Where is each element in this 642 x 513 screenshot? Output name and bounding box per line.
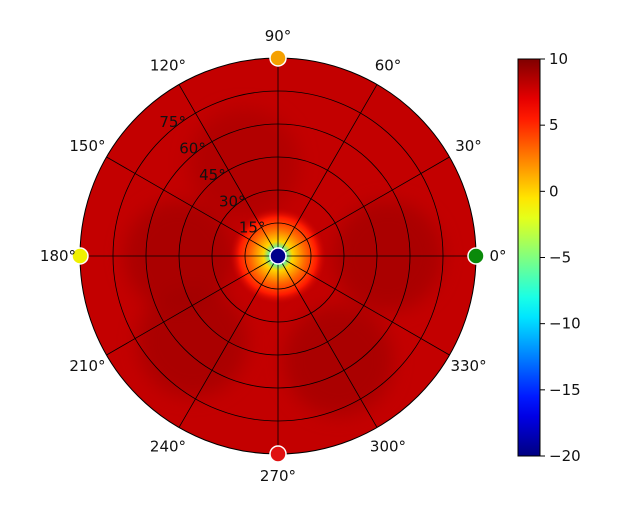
angle-tick-label: 240°	[150, 438, 186, 456]
angle-tick-label: 330°	[450, 357, 486, 375]
marker-west	[71, 247, 89, 265]
colorbar-ticks: 10 5 0 −5 −10 −15 −20	[540, 50, 581, 465]
data-markers	[71, 49, 485, 463]
colorbar: 10 5 0 −5 −10 −15 −20	[517, 50, 581, 465]
colorbar-tick-label: 10	[549, 50, 568, 68]
angle-tick-label: 30°	[455, 137, 482, 155]
grid-spoke-150	[106, 156, 279, 257]
grid-spoke-30	[277, 156, 450, 257]
grid-spoke-210	[106, 255, 279, 356]
colorbar-bar	[517, 58, 541, 457]
angle-tick-label: 120°	[150, 56, 186, 74]
grid-spoke-300	[277, 255, 378, 428]
angle-tick-label: 0°	[489, 247, 506, 265]
grid-spoke-120	[178, 84, 279, 257]
plot-area: 0° 30° 60° 90° 120° 150° 180° 210° 240° 270° 300° 3…	[40, 27, 507, 485]
radius-tick-label: 15°	[239, 219, 266, 237]
angle-tick-label: 270°	[260, 467, 296, 485]
colorbar-tick-label: 0	[549, 182, 559, 200]
colorbar-tick-label: −5	[549, 249, 571, 267]
angle-tick-label: 180°	[40, 247, 76, 265]
colorbar-tick-label: −10	[549, 315, 581, 333]
marker-center	[269, 247, 287, 265]
colorbar-tick-label: −15	[549, 381, 581, 399]
angle-tick-label: 150°	[69, 137, 105, 155]
marker-south	[269, 445, 287, 463]
angle-tick-labels: 0° 30° 60° 90° 120° 150° 180° 210° 240° 270° 300° 3…	[40, 27, 507, 485]
grid-spoke-60	[277, 84, 378, 257]
marker-east	[467, 247, 485, 265]
angle-tick-label: 300°	[370, 438, 406, 456]
radius-tick-label: 45°	[199, 166, 226, 184]
radius-tick-label: 75°	[159, 113, 186, 131]
polar-grid	[79, 57, 477, 455]
grid-spoke-240	[178, 255, 279, 428]
colorbar-tick-label: 5	[549, 116, 559, 134]
angle-tick-label: 60°	[375, 56, 402, 74]
colorbar-tick-label: −20	[549, 447, 581, 465]
radius-tick-labels: 15° 30° 45° 60° 75°	[159, 113, 265, 236]
grid-spoke-330	[277, 255, 450, 356]
dark-lobe-2	[137, 286, 248, 397]
marker-north	[269, 49, 287, 67]
angle-tick-label: 90°	[265, 27, 292, 45]
radius-tick-label: 30°	[219, 192, 246, 210]
angle-tick-label: 210°	[69, 357, 105, 375]
radius-tick-label: 60°	[179, 140, 206, 158]
